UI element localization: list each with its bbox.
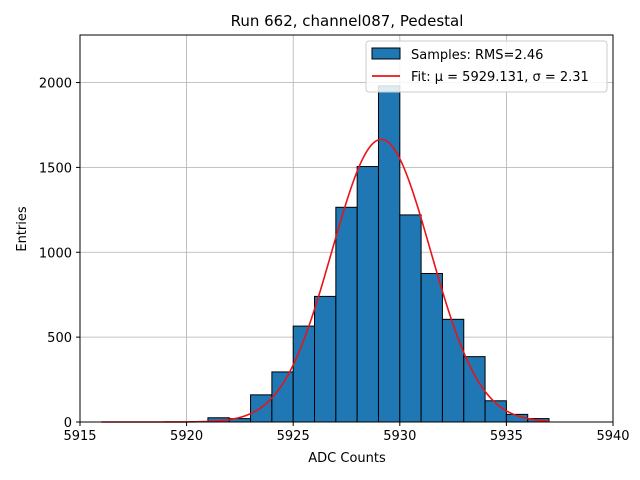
x-tick-label: 5920 xyxy=(170,429,203,444)
y-tick-label: 2000 xyxy=(39,77,72,92)
histogram-bar xyxy=(441,318,465,423)
x-tick-label: 5940 xyxy=(596,429,629,444)
histogram-bar xyxy=(335,206,358,423)
y-tick-label: 1500 xyxy=(39,161,72,176)
plot-frame xyxy=(79,34,614,423)
y-axis-ticks: 0 500 1000 1500 2000 xyxy=(39,77,80,431)
y-tick-label: 1000 xyxy=(39,246,72,261)
x-axis-ticks: 5915 5920 5925 5930 5935 5940 xyxy=(63,422,630,444)
x-tick-label: 5925 xyxy=(277,429,310,444)
histogram-bar xyxy=(271,371,294,423)
legend-histogram-label: Samples: RMS=2.46 xyxy=(411,48,543,63)
histogram-bar xyxy=(356,166,379,423)
chart-title: Run 662, channel087, Pedestal xyxy=(231,12,464,30)
x-axis-label: ADC Counts xyxy=(308,451,386,466)
histogram-bar xyxy=(377,85,401,423)
histogram-bar xyxy=(314,295,337,423)
x-tick-label: 5915 xyxy=(63,429,96,444)
histogram-bars xyxy=(207,85,550,423)
y-axis-label: Entries xyxy=(15,206,30,252)
histogram-bar xyxy=(463,356,486,423)
histogram-bar xyxy=(420,272,443,423)
x-tick-label: 5935 xyxy=(490,429,523,444)
x-tick-label: 5930 xyxy=(383,429,416,444)
y-tick-label: 0 xyxy=(64,416,72,431)
legend-fit-label: Fit: μ = 5929.131, σ = 2.31 xyxy=(411,70,589,85)
legend-box xyxy=(365,40,608,93)
legend-histogram-swatch xyxy=(371,47,401,60)
y-tick-label: 500 xyxy=(47,331,72,346)
histogram-bar xyxy=(399,214,422,423)
legend: Samples: RMS=2.46 Fit: μ = 5929.131, σ =… xyxy=(365,40,608,93)
